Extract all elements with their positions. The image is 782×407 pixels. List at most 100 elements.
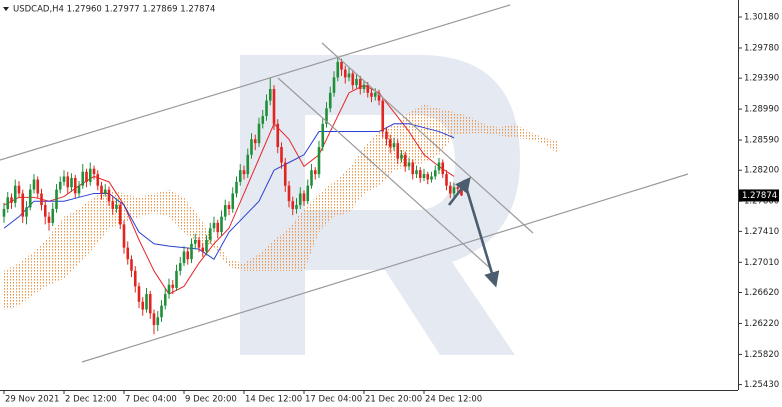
candle-body <box>36 179 40 194</box>
candle-body <box>182 251 186 264</box>
candle-body <box>133 270 137 287</box>
candle-body <box>298 193 302 206</box>
candle-body <box>111 201 115 209</box>
candle-body <box>92 168 96 175</box>
candle-body <box>400 154 403 159</box>
candle-body <box>268 88 272 101</box>
candle-body <box>21 193 25 217</box>
candle-body <box>246 154 250 175</box>
candle-body <box>325 108 328 124</box>
candle-body <box>28 189 32 208</box>
candle-body <box>430 176 433 180</box>
candle-body <box>85 171 88 182</box>
candle-body <box>163 294 167 306</box>
candle-body <box>145 294 148 310</box>
candle-body <box>201 247 205 252</box>
title-arrow <box>3 7 9 11</box>
candle-body <box>148 294 152 314</box>
candle-body <box>358 78 362 89</box>
x-tick-label: 29 Nov 2021 <box>5 395 59 405</box>
candle-body <box>13 185 17 203</box>
candle-body <box>51 208 55 223</box>
y-tick-label: 1.28990 <box>744 105 779 115</box>
candle-body <box>205 239 208 252</box>
candle-body <box>160 305 163 318</box>
down-channel-upper <box>321 42 534 234</box>
candle-body <box>137 286 141 302</box>
candle-body <box>10 197 13 203</box>
candle-body <box>302 193 306 202</box>
candle-body <box>227 205 231 209</box>
cloud-layer <box>4 104 559 310</box>
chart-title: USDCAD,H4 1.27960 1.27977 1.27869 1.2787… <box>13 5 215 15</box>
candle-body <box>276 123 280 148</box>
candle-body <box>392 143 396 148</box>
candle-body <box>445 174 448 186</box>
candle-body <box>193 239 197 244</box>
candle-body <box>66 176 70 188</box>
candle-body <box>212 222 216 229</box>
candle-body <box>88 168 92 182</box>
y-tick-label: 1.29390 <box>744 74 779 84</box>
candle-body <box>178 263 182 271</box>
candle-body <box>418 170 422 178</box>
candle-body <box>336 61 340 78</box>
candle-body <box>32 179 36 190</box>
candle-body <box>265 100 268 117</box>
candle-body <box>340 61 343 70</box>
candle-body <box>403 154 407 167</box>
candle-body <box>171 284 175 288</box>
candle-body <box>81 171 85 186</box>
candle-body <box>235 181 238 194</box>
candle-body <box>306 185 310 202</box>
candle-body <box>366 85 370 93</box>
candle-body <box>197 239 201 248</box>
y-tick-label: 1.29780 <box>744 43 779 53</box>
candle-body <box>238 170 242 182</box>
candle-body <box>396 143 400 159</box>
candle-body <box>433 170 437 177</box>
candle-body <box>43 205 47 217</box>
candle-body <box>373 92 377 97</box>
axis-layer: 1.30180 1.29780 1.29390 1.28990 1.28590 1.282… <box>3 13 779 405</box>
candle-body <box>456 187 460 189</box>
candle-body <box>152 313 156 325</box>
candle-body <box>283 162 287 186</box>
candle-body <box>223 205 227 217</box>
candle-body <box>257 123 261 144</box>
candle-body <box>118 205 122 225</box>
candle-body <box>242 170 246 175</box>
candle-body <box>58 181 62 190</box>
candle-body <box>216 222 220 233</box>
forecast-arrow-up <box>447 176 471 206</box>
candle-body <box>250 139 253 155</box>
candle-body <box>388 139 392 148</box>
candle-body <box>77 185 81 194</box>
candle-body <box>55 189 58 209</box>
candle-body <box>362 85 366 89</box>
y-tick-label: 1.28590 <box>744 136 779 146</box>
candle-body <box>253 139 257 144</box>
candle-body <box>40 193 43 206</box>
candle-body <box>107 189 111 202</box>
down-channel-lower <box>277 77 491 269</box>
candle-body <box>448 185 452 194</box>
x-tick-label: 7 Dec 04:00 <box>125 395 177 405</box>
candle-body <box>62 176 66 182</box>
y-tick-label: 1.27800 <box>744 197 779 207</box>
candle-body <box>2 208 6 217</box>
candle-body <box>122 224 126 248</box>
last-price-label: 1.27874 <box>742 191 777 201</box>
candle-body <box>287 185 291 202</box>
candle-body <box>452 187 456 194</box>
candle-body <box>370 92 373 97</box>
candle-body <box>17 185 21 194</box>
candle-body <box>47 216 51 223</box>
x-tick-label: 14 Dec 12:00 <box>245 395 302 405</box>
candle-body <box>377 92 381 101</box>
candle-body <box>332 77 336 93</box>
forecast-arrow-down <box>462 179 500 288</box>
candle-body <box>310 170 313 186</box>
candle-body <box>295 205 298 209</box>
